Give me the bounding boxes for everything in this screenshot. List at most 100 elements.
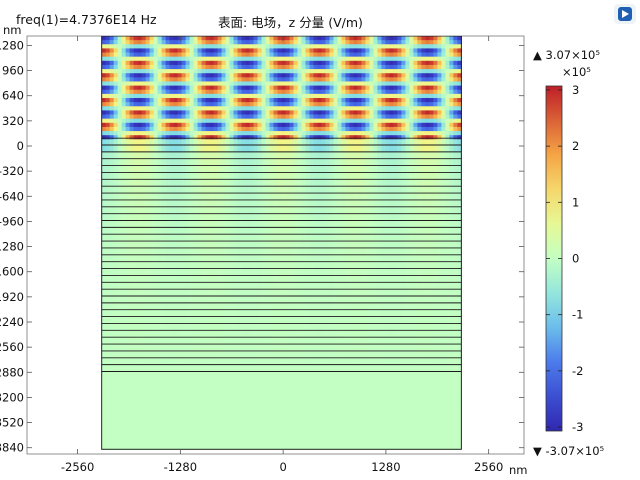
field-cell	[209, 308, 215, 314]
field-cell	[229, 230, 235, 235]
field-cell	[249, 407, 255, 413]
field-cell	[165, 122, 171, 128]
field-cell	[261, 110, 267, 116]
field-cell	[217, 432, 223, 438]
field-cell	[261, 56, 267, 62]
field-cell	[297, 81, 303, 87]
field-cell	[221, 445, 227, 450]
field-cell	[225, 102, 231, 107]
field-cell	[277, 73, 283, 78]
field-cell	[213, 304, 219, 310]
field-cell	[241, 48, 247, 54]
field-cell	[153, 64, 159, 70]
field-cell	[261, 329, 267, 335]
field-cell	[129, 296, 135, 302]
field-cell	[249, 85, 255, 91]
field-cell	[289, 205, 295, 211]
field-cell	[241, 155, 247, 161]
field-cell	[109, 275, 115, 281]
field-cell	[141, 374, 147, 380]
field-cell	[229, 205, 235, 211]
field-cell	[173, 246, 179, 252]
field-cell	[141, 226, 147, 231]
field-cell	[217, 44, 223, 49]
field-cell	[141, 40, 147, 45]
field-cell	[241, 139, 247, 145]
field-cell	[149, 383, 155, 388]
field-cell	[173, 350, 179, 355]
field-cell	[281, 184, 287, 190]
field-cell	[105, 193, 111, 198]
field-cell	[209, 420, 215, 426]
field-cell	[285, 395, 291, 401]
field-cell	[177, 432, 183, 438]
field-cell	[121, 432, 127, 438]
field-cell	[177, 358, 183, 364]
field-cell	[241, 73, 247, 78]
graphics-toolbar-button[interactable]	[614, 4, 636, 24]
field-cell	[209, 114, 215, 120]
field-cell	[257, 209, 263, 215]
field-cell	[261, 250, 267, 256]
field-cell	[249, 345, 255, 351]
field-cell	[193, 288, 199, 293]
field-cell	[193, 350, 199, 355]
field-cell	[281, 77, 287, 83]
field-cell	[141, 345, 147, 351]
field-cell	[245, 77, 251, 83]
field-cell	[221, 271, 227, 277]
field-cell	[289, 164, 295, 169]
field-cell	[209, 155, 215, 161]
field-cell	[189, 205, 195, 211]
field-cell	[117, 36, 123, 41]
field-cell	[189, 424, 195, 430]
field-cell	[269, 69, 275, 74]
field-cell	[125, 151, 131, 157]
field-cell	[121, 77, 127, 83]
field-cell	[109, 209, 115, 215]
field-cell	[209, 226, 215, 231]
field-cell	[289, 126, 295, 132]
field-cell	[277, 288, 283, 293]
field-cell	[141, 106, 147, 111]
field-cell	[173, 77, 179, 83]
field-cell	[285, 221, 291, 227]
field-cell	[125, 333, 131, 339]
field-cell	[233, 428, 239, 434]
field-cell	[257, 122, 263, 128]
field-cell	[245, 271, 251, 277]
field-cell	[281, 139, 287, 145]
field-cell	[233, 143, 239, 149]
field-cell	[241, 412, 247, 417]
field-cell	[121, 226, 127, 231]
field-cell	[249, 292, 255, 297]
field-cell	[101, 118, 107, 124]
field-cell	[105, 432, 111, 438]
field-cell	[125, 329, 131, 335]
field-cell	[289, 441, 295, 446]
field-cell	[141, 267, 147, 273]
field-cell	[125, 432, 131, 438]
field-cell	[193, 292, 199, 297]
field-cell	[137, 126, 143, 132]
field-cell	[137, 48, 143, 54]
field-cell	[257, 312, 263, 318]
field-cell	[157, 77, 163, 83]
field-cell	[193, 304, 199, 310]
field-cell	[285, 424, 291, 430]
field-cell	[221, 135, 227, 140]
field-cell	[173, 122, 179, 128]
field-cell	[105, 428, 111, 434]
field-cell	[269, 168, 275, 173]
field-cell	[201, 56, 207, 62]
field-cell	[101, 180, 107, 186]
field-cell	[121, 383, 127, 388]
field-cell	[205, 36, 211, 41]
field-cell	[125, 420, 131, 426]
field-cell	[277, 110, 283, 116]
field-cell	[193, 56, 199, 62]
field-cell	[213, 110, 219, 116]
field-cell	[293, 267, 299, 273]
field-cell	[257, 242, 263, 248]
field-cell	[137, 209, 143, 215]
